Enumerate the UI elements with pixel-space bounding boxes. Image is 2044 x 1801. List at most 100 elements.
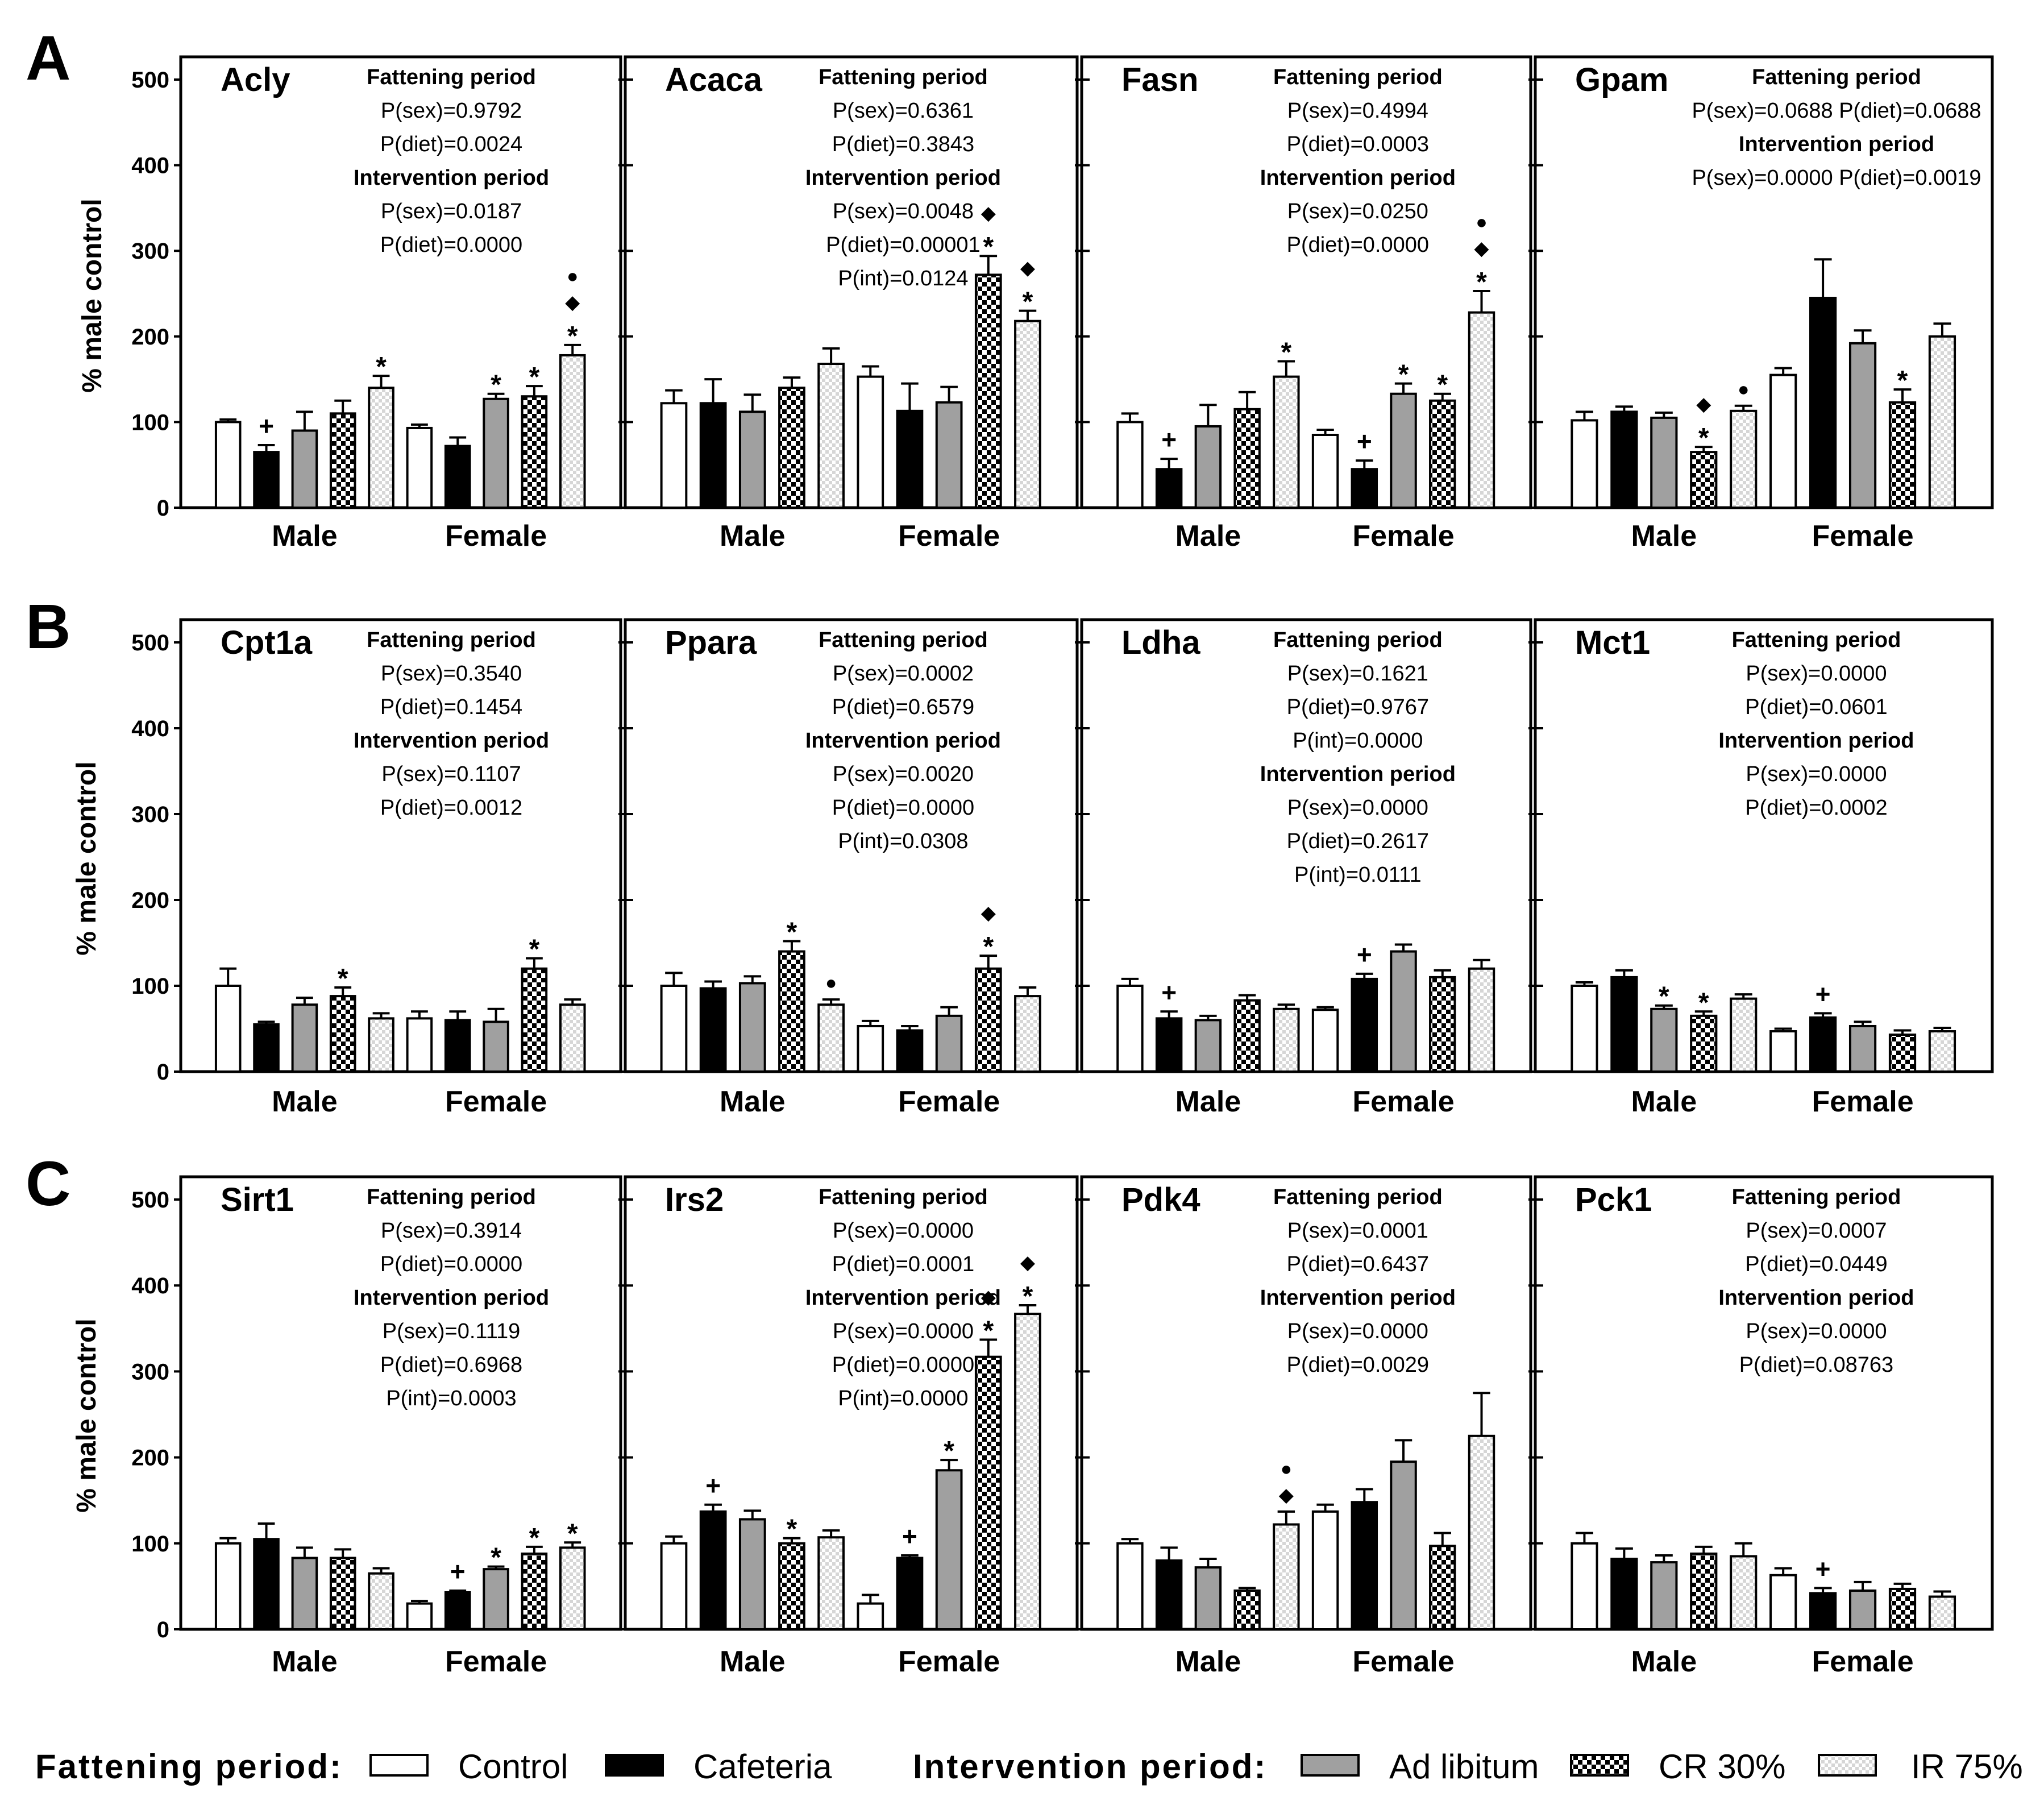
- mct1-stat-4: P(sex)=0.0000: [1746, 762, 1887, 786]
- irs2-frame: [624, 1175, 1079, 1631]
- pdk4-title: Pdk4: [1121, 1181, 1200, 1218]
- sirt1-category-male: Male: [272, 1645, 338, 1678]
- row-letter-b: B: [26, 592, 70, 662]
- irs2-female-cr30-bar: [974, 1355, 1002, 1631]
- mct1-stat-3: Intervention period: [1718, 729, 1914, 753]
- legend-intervention-label: Intervention period:: [913, 1748, 1267, 1786]
- pdk4-stat-4: P(sex)=0.0000: [1287, 1319, 1428, 1343]
- acaca-stat-2: P(diet)=0.3843: [832, 132, 974, 156]
- acly-male-control-bar: [214, 421, 242, 509]
- pck1-stat-0: Fattening period: [1732, 1185, 1901, 1209]
- irs2-male-ad-libitum-bar: [738, 1518, 766, 1631]
- pdk4-female-control-bar: [1311, 1510, 1339, 1630]
- cpt1a-ytick-label-400: 400: [131, 716, 169, 741]
- ldha-male-control-bar: [1116, 985, 1144, 1073]
- legend-fattening-label: Fattening period:: [35, 1748, 343, 1786]
- sirt1-female-cafeteria-annotation-0: +: [450, 1557, 466, 1586]
- irs2-stat-3: Intervention period: [805, 1286, 1001, 1310]
- panel-cpt1a: 0 100 200 300 400 500 Cpt1a Fattening period P(s…: [131, 618, 622, 1118]
- acaca-stat-6: P(int)=0.0124: [838, 267, 968, 291]
- mct1-male-ir75-bar: [1730, 997, 1758, 1073]
- cpt1a-female-cafeteria-bar: [444, 1019, 471, 1073]
- ldha-female-ad-libitum-bar: [1390, 950, 1417, 1073]
- sirt1-frame: [179, 1175, 622, 1631]
- sirt1-female-ir75-annotation-0: *: [567, 1518, 578, 1549]
- cpt1a-female-cr30-bar: [521, 967, 548, 1073]
- mct1-stat-0: Fattening period: [1732, 628, 1901, 652]
- fasn-title: Fasn: [1121, 61, 1198, 98]
- sirt1-ytick-label-500: 500: [131, 1188, 169, 1213]
- fasn-stat-1: P(sex)=0.4994: [1287, 99, 1428, 123]
- ppara-stat-5: P(diet)=0.0000: [832, 796, 974, 820]
- mct1-female-control-bar: [1769, 1030, 1797, 1073]
- irs2-male-control-bar: [660, 1542, 688, 1631]
- sirt1-stat-1: P(sex)=0.3914: [381, 1219, 522, 1243]
- panel-acly: 0 100 200 300 400 500 Acly Fattening period P(se…: [131, 55, 622, 553]
- acly-stat-1: P(sex)=0.9792: [381, 99, 522, 123]
- acly-ytick-label-300: 300: [131, 239, 169, 264]
- acly-ytick-label-200: 200: [131, 325, 169, 350]
- sirt1-female-control-bar: [406, 1602, 433, 1630]
- cpt1a-category-male: Male: [272, 1085, 338, 1118]
- pdk4-male-ir75-annotation-0: ◆: [1279, 1484, 1294, 1506]
- panel-fasn: Fasn Fattening period P(sex)=0.4994 P(diet)…: [1075, 55, 1532, 553]
- gpam-stat-3: P(sex)=0.0000 P(diet)=0.0019: [1692, 166, 1981, 190]
- acaca-male-ad-libitum-bar: [738, 410, 766, 509]
- cpt1a-male-ir75-bar: [368, 1017, 394, 1073]
- cpt1a-female-control-bar: [406, 1017, 433, 1073]
- acly-category-male: Male: [272, 520, 338, 553]
- fasn-category-male: Male: [1175, 520, 1241, 553]
- pdk4-female-cafeteria-bar: [1351, 1501, 1378, 1631]
- sirt1-male-cafeteria-bar: [253, 1538, 280, 1630]
- panel-pck1: Pck1 Fattening period P(sex)=0.0007 P(diet)…: [1528, 1175, 1994, 1678]
- ppara-female-cafeteria-bar: [896, 1029, 924, 1073]
- cpt1a-stat-2: P(diet)=0.1454: [380, 695, 522, 719]
- fasn-female-ir75-bar: [1468, 311, 1495, 509]
- acly-female-cr30-annotation-0: *: [529, 362, 540, 392]
- ppara-female-control-bar: [857, 1024, 884, 1073]
- pck1-category-male: Male: [1631, 1645, 1697, 1678]
- y-axis-label-row-b: % male control: [72, 761, 102, 955]
- ldha-male-ir75-bar: [1273, 1007, 1300, 1073]
- fasn-female-cafeteria-bar: [1351, 468, 1378, 509]
- pdk4-category-male: Male: [1175, 1645, 1241, 1678]
- acaca-title: Acaca: [665, 61, 763, 98]
- acaca-stat-3: Intervention period: [805, 166, 1001, 190]
- pck1-female-cr30-bar: [1888, 1587, 1917, 1631]
- acly-stat-0: Fattening period: [367, 65, 536, 89]
- legend-swatch-ir75: [1818, 1754, 1877, 1777]
- gpam-male-control-bar: [1571, 419, 1598, 509]
- pck1-stat-5: P(diet)=0.08763: [1739, 1353, 1893, 1377]
- pck1-female-control-bar: [1769, 1574, 1797, 1630]
- fasn-male-cafeteria-annotation-0: +: [1161, 425, 1177, 454]
- acly-male-cafeteria-bar: [253, 451, 280, 509]
- pdk4-female-cr30-bar: [1429, 1545, 1456, 1630]
- acaca-female-ir75-annotation-1: ◆: [1020, 258, 1036, 279]
- ppara-female-cr30-annotation-0: *: [983, 932, 994, 962]
- sirt1-stat-5: P(diet)=0.6968: [380, 1353, 522, 1377]
- ppara-male-ir75-bar: [817, 1003, 845, 1073]
- panel-pdk4: Pdk4 Fattening period P(sex)=0.0001 P(diet)…: [1075, 1175, 1532, 1678]
- irs2-female-ad-libitum-bar: [935, 1469, 963, 1631]
- gpam-female-ad-libitum-bar: [1848, 342, 1877, 509]
- acaca-female-cafeteria-bar: [896, 409, 924, 509]
- ldha-stat-0: Fattening period: [1273, 628, 1443, 652]
- pdk4-stat-3: Intervention period: [1260, 1286, 1456, 1310]
- pck1-male-control-bar: [1571, 1542, 1598, 1631]
- acly-stat-3: Intervention period: [354, 166, 549, 190]
- sirt1-male-cr30-bar: [329, 1557, 356, 1630]
- irs2-stat-0: Fattening period: [819, 1185, 988, 1209]
- irs2-stat-4: P(sex)=0.0000: [833, 1319, 974, 1343]
- mct1-male-ad-libitum-bar: [1650, 1007, 1678, 1073]
- irs2-male-cafeteria-annotation-0: +: [705, 1471, 721, 1500]
- gpam-female-ir75-bar: [1928, 335, 1956, 509]
- mct1-frame: [1534, 618, 1994, 1073]
- cpt1a-stat-1: P(sex)=0.3540: [381, 662, 522, 686]
- mct1-title: Mct1: [1575, 624, 1650, 661]
- acaca-male-cafeteria-bar: [699, 402, 727, 509]
- pdk4-male-cafeteria-bar: [1155, 1559, 1183, 1631]
- gpam-stat-1: P(sex)=0.0688 P(diet)=0.0688: [1692, 99, 1981, 123]
- ppara-category-male: Male: [720, 1085, 786, 1118]
- ldha-male-ad-libitum-bar: [1194, 1019, 1222, 1073]
- ldha-stat-6: P(diet)=0.2617: [1287, 829, 1429, 853]
